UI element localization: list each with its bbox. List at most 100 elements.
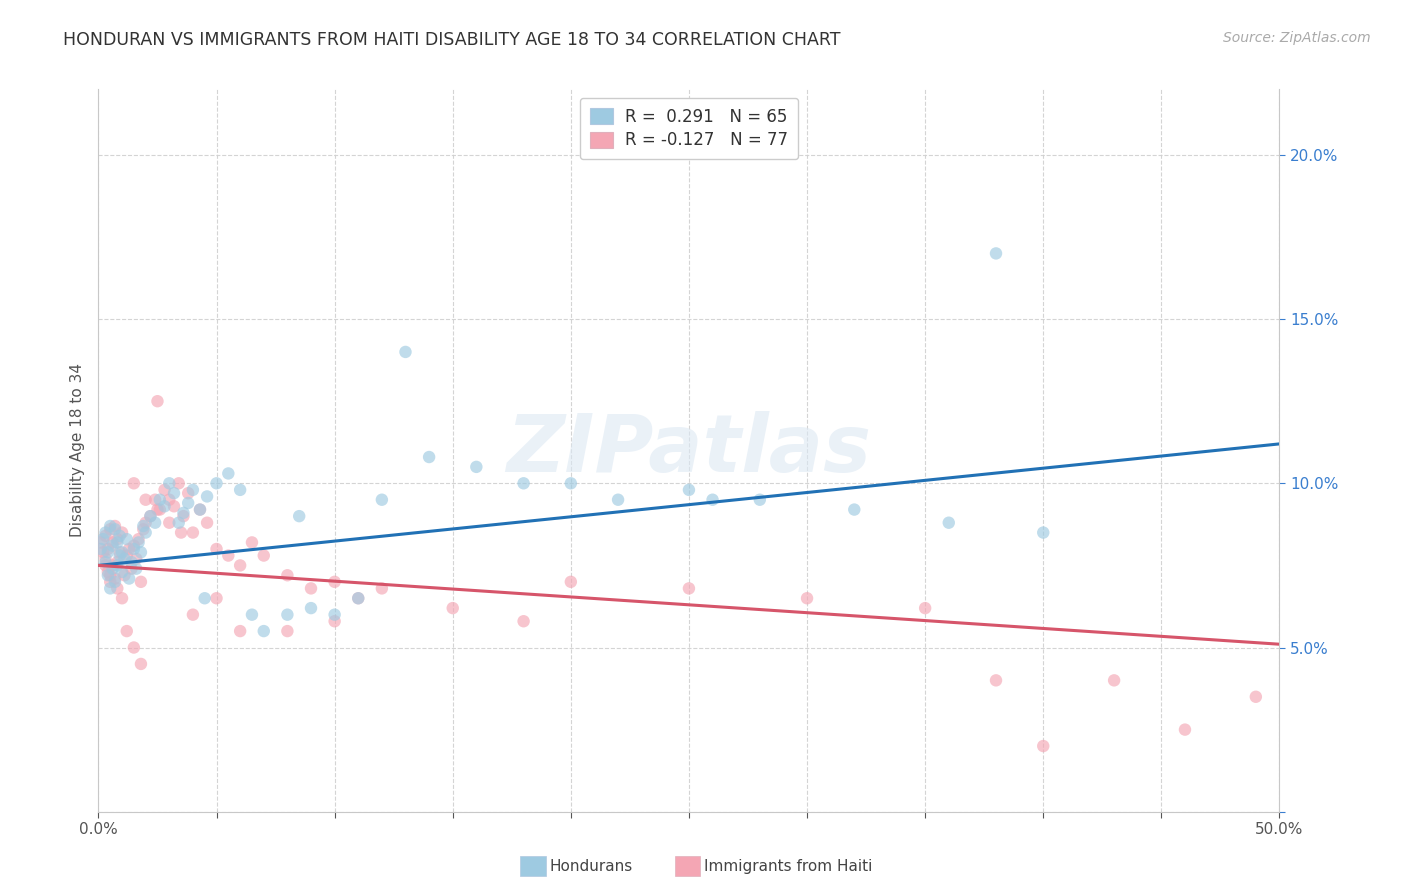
Point: [181, 483, 204, 497]
Point: [188, 502, 211, 516]
Point: [149, 492, 172, 507]
Text: HONDURAN VS IMMIGRANTS FROM HAITI DISABILITY AGE 18 TO 34 CORRELATION CHART: HONDURAN VS IMMIGRANTS FROM HAITI DISABI…: [63, 31, 841, 49]
Point: [97, 568, 120, 582]
Point: [205, 541, 228, 556]
Point: [108, 549, 131, 563]
Point: [111, 591, 134, 606]
Point: [135, 516, 157, 530]
Point: [1102, 673, 1125, 688]
Point: [394, 345, 416, 359]
Point: [118, 572, 141, 586]
Point: [153, 483, 176, 497]
Point: [702, 492, 724, 507]
Point: [105, 532, 128, 546]
Point: [135, 492, 157, 507]
Point: [90, 541, 112, 556]
Point: [105, 555, 128, 569]
Point: [560, 574, 582, 589]
Point: [1244, 690, 1267, 704]
Point: [91, 532, 114, 546]
Point: [139, 509, 162, 524]
Point: [299, 582, 322, 596]
Point: [125, 551, 148, 566]
Point: [115, 549, 138, 563]
Point: [323, 607, 346, 622]
Point: [195, 490, 218, 504]
Point: [157, 516, 180, 530]
Point: [276, 624, 298, 639]
Point: [94, 558, 117, 573]
Point: [170, 525, 193, 540]
Point: [104, 522, 127, 536]
Point: [132, 522, 155, 536]
Point: [323, 574, 346, 589]
Point: [163, 500, 186, 514]
Point: [122, 640, 145, 655]
Point: [90, 535, 112, 549]
Point: [129, 657, 152, 671]
Text: Immigrants from Haiti: Immigrants from Haiti: [704, 859, 873, 873]
Point: [111, 545, 134, 559]
Point: [112, 551, 135, 566]
Point: [194, 591, 217, 606]
Point: [678, 483, 700, 497]
Point: [104, 572, 127, 586]
Point: [101, 562, 124, 576]
Point: [143, 516, 166, 530]
Point: [288, 509, 311, 524]
Point: [94, 551, 117, 566]
Point: [607, 492, 630, 507]
Point: [229, 483, 252, 497]
Point: [984, 246, 1007, 260]
Point: [101, 535, 124, 549]
Y-axis label: Disability Age 18 to 34: Disability Age 18 to 34: [69, 363, 84, 538]
Point: [347, 591, 370, 606]
Point: [115, 624, 138, 639]
Point: [104, 519, 127, 533]
Point: [167, 476, 190, 491]
Point: [157, 492, 180, 507]
Point: [98, 522, 121, 536]
Point: [139, 509, 162, 524]
Point: [129, 574, 152, 589]
Point: [678, 582, 700, 596]
Point: [104, 574, 127, 589]
Point: [101, 539, 124, 553]
Point: [172, 506, 194, 520]
Point: [94, 555, 117, 569]
Point: [240, 535, 263, 549]
Point: [97, 541, 120, 556]
Point: [157, 476, 180, 491]
Point: [105, 558, 128, 573]
Point: [195, 516, 218, 530]
Point: [1032, 525, 1054, 540]
Point: [512, 476, 534, 491]
Point: [748, 492, 770, 507]
Point: [181, 607, 204, 622]
Point: [418, 450, 440, 464]
Point: [276, 607, 298, 622]
Point: [129, 545, 152, 559]
Point: [240, 607, 263, 622]
Point: [229, 624, 252, 639]
Point: [125, 562, 148, 576]
Point: [149, 502, 172, 516]
Point: [844, 502, 866, 516]
Point: [299, 601, 322, 615]
Point: [177, 486, 200, 500]
Point: [938, 516, 960, 530]
Point: [217, 467, 239, 481]
Point: [167, 516, 190, 530]
Point: [128, 532, 150, 546]
Point: [118, 541, 141, 556]
Point: [347, 591, 370, 606]
Point: [97, 565, 120, 579]
Point: [122, 476, 145, 491]
Point: [94, 525, 117, 540]
Point: [323, 614, 346, 628]
Point: [1032, 739, 1054, 753]
Text: Source: ZipAtlas.com: Source: ZipAtlas.com: [1223, 31, 1371, 45]
Point: [122, 539, 145, 553]
Point: [121, 555, 143, 569]
Point: [229, 558, 252, 573]
